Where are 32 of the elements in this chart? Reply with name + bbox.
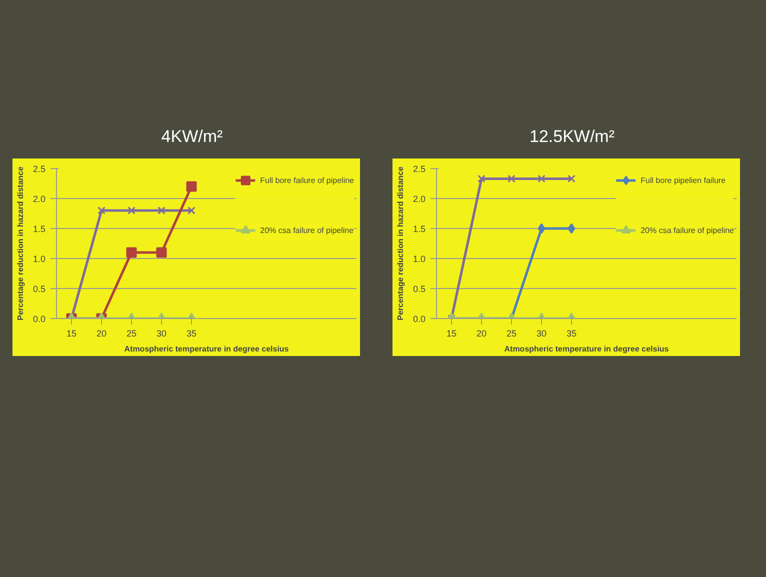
chart-title: 12.5KW/m² (529, 126, 615, 148)
legend-label: 20% csa failure of pipeline (260, 226, 354, 234)
legend-label: Full bore pipelien failure (640, 176, 726, 184)
y-tick-label: 0.0 (412, 314, 426, 324)
x-tick-label: 25 (126, 328, 137, 338)
legend-label: Full bore failure of pipeline (260, 176, 354, 184)
chart-title: 4KW/m² (161, 126, 223, 148)
x-axis-title: Atmospheric temperature in degree celsius (504, 344, 670, 354)
x-tick-label: 30 (536, 328, 547, 338)
x-tick-label: 20 (476, 328, 487, 338)
y-tick-label: 1.0 (412, 254, 426, 264)
y-tick-label: 0.5 (32, 284, 46, 294)
y-tick-label: 2.5 (412, 164, 426, 174)
x-tick-label: 20 (96, 328, 107, 338)
y-tick-label: 2.5 (32, 164, 46, 174)
y-tick-label: 1.0 (32, 254, 46, 264)
x-tick-label: 25 (506, 328, 517, 338)
x-tick-label: 15 (446, 328, 457, 338)
x-tick-label: 35 (186, 328, 197, 338)
y-tick-label: 0.5 (412, 284, 426, 294)
x-tick-label: 35 (566, 328, 577, 338)
y-tick-label: 0.0 (32, 314, 46, 324)
x-tick-label: 15 (66, 328, 77, 338)
legend-label: 20% csa failure of pipeline (640, 226, 734, 234)
y-tick-label: 2.0 (32, 194, 46, 204)
y-axis-title: Percentage reduction in hazard distance (396, 166, 405, 320)
y-tick-label: 1.5 (32, 224, 46, 234)
y-tick-label: 2.0 (412, 194, 426, 204)
y-tick-label: 1.5 (412, 224, 426, 234)
x-axis-title: Atmospheric temperature in degree celsius (124, 344, 290, 354)
x-tick-label: 30 (156, 328, 167, 338)
y-axis-title: Percentage reduction in hazard distance (16, 166, 25, 320)
